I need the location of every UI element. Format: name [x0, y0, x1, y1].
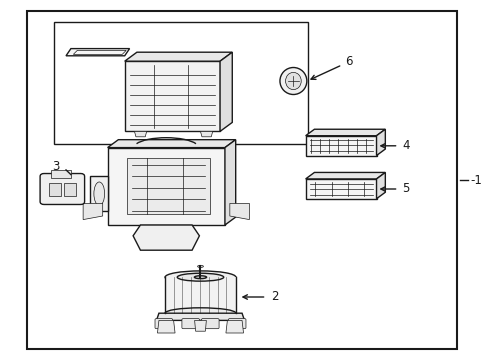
Text: 3: 3 — [52, 160, 60, 173]
Ellipse shape — [197, 265, 203, 267]
Polygon shape — [305, 172, 385, 179]
Ellipse shape — [177, 273, 223, 281]
Ellipse shape — [164, 271, 235, 284]
Polygon shape — [107, 148, 224, 225]
Text: 6: 6 — [345, 55, 352, 68]
FancyBboxPatch shape — [201, 319, 219, 329]
Polygon shape — [90, 176, 107, 211]
Bar — [63, 183, 76, 196]
Polygon shape — [224, 140, 235, 225]
Polygon shape — [376, 129, 385, 156]
Bar — [164, 277, 235, 313]
Polygon shape — [225, 320, 243, 333]
Polygon shape — [66, 49, 129, 56]
Bar — [305, 179, 376, 199]
FancyBboxPatch shape — [155, 319, 172, 329]
Text: 5: 5 — [401, 183, 408, 195]
FancyBboxPatch shape — [182, 319, 199, 329]
Polygon shape — [194, 320, 206, 331]
Text: 4: 4 — [401, 139, 408, 152]
Ellipse shape — [94, 182, 104, 205]
Polygon shape — [83, 203, 102, 220]
Ellipse shape — [285, 72, 301, 90]
Ellipse shape — [279, 68, 306, 94]
Text: -1: -1 — [469, 174, 481, 186]
Bar — [49, 183, 61, 196]
Polygon shape — [156, 313, 244, 320]
Polygon shape — [107, 140, 235, 148]
Polygon shape — [376, 172, 385, 199]
Bar — [127, 158, 210, 214]
Polygon shape — [134, 131, 146, 137]
Polygon shape — [220, 52, 232, 131]
Bar — [305, 136, 376, 156]
FancyBboxPatch shape — [228, 319, 245, 329]
Polygon shape — [157, 320, 175, 333]
Bar — [51, 170, 71, 178]
Polygon shape — [200, 131, 212, 137]
Polygon shape — [229, 203, 249, 220]
Polygon shape — [124, 61, 220, 131]
Text: 2: 2 — [271, 291, 278, 303]
FancyBboxPatch shape — [40, 174, 84, 204]
Ellipse shape — [164, 308, 235, 319]
Bar — [27, 11, 456, 349]
Polygon shape — [133, 225, 199, 250]
Ellipse shape — [194, 276, 206, 279]
Bar — [54, 22, 307, 144]
Polygon shape — [305, 129, 385, 136]
Polygon shape — [124, 52, 232, 61]
